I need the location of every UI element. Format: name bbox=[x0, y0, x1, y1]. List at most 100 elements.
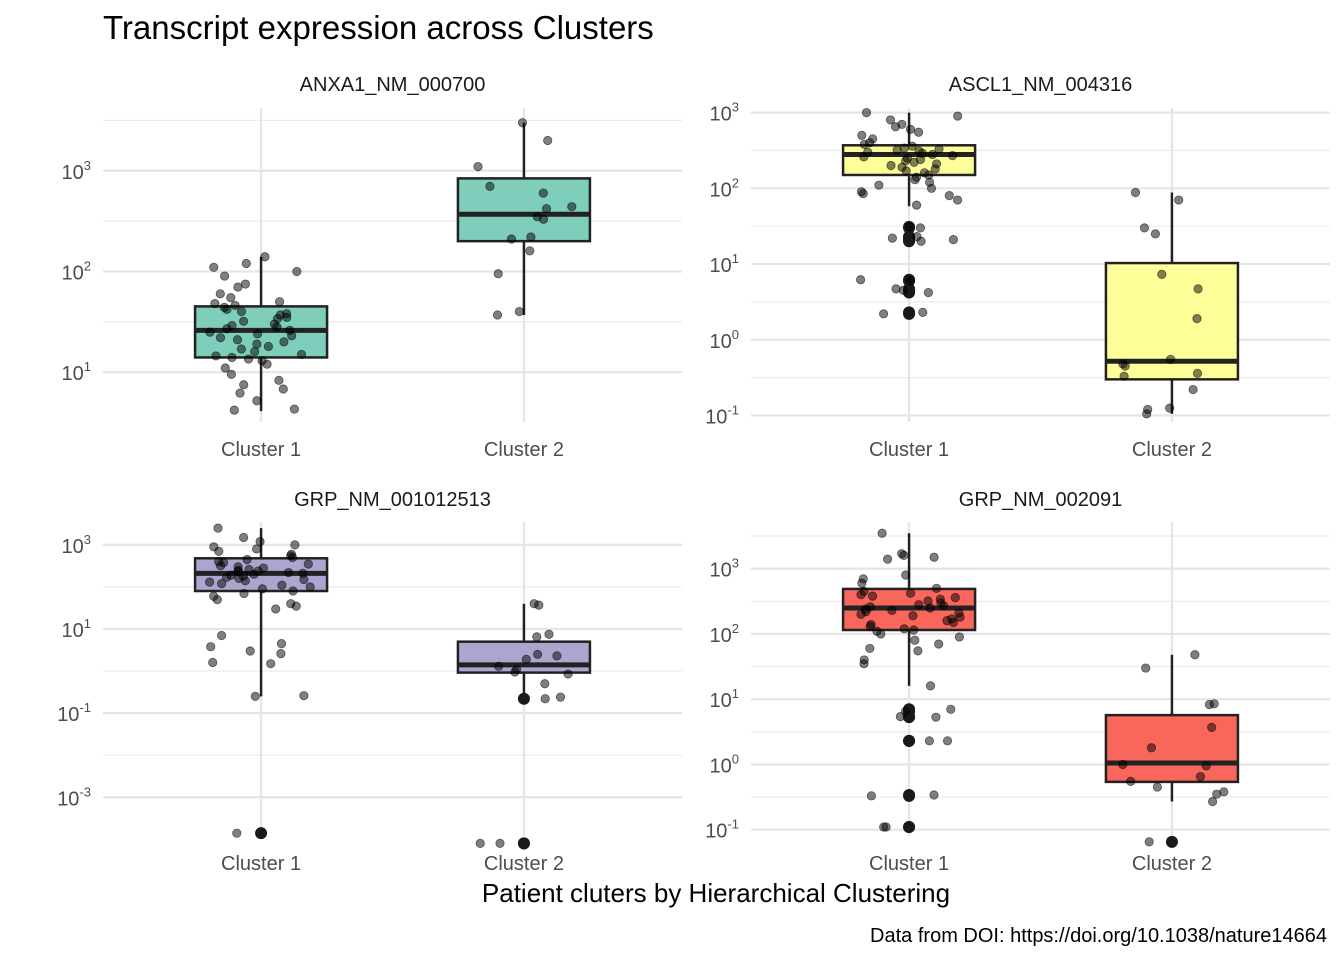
outlier-point bbox=[903, 306, 916, 319]
x-tick-label: Cluster 2 bbox=[484, 853, 564, 875]
jitter-point bbox=[292, 266, 302, 277]
jitter-point bbox=[538, 188, 548, 198]
jitter-point bbox=[285, 325, 295, 335]
jitter-point bbox=[857, 130, 867, 140]
jitter-point bbox=[242, 554, 252, 565]
jitter-point bbox=[1152, 782, 1163, 792]
outlier-point bbox=[1165, 835, 1178, 848]
jitter-point bbox=[950, 593, 960, 603]
jitter-point bbox=[934, 144, 944, 154]
x-tick-label: Cluster 2 bbox=[484, 439, 564, 461]
jitter-point bbox=[494, 661, 504, 671]
outlier-point bbox=[903, 820, 916, 833]
jitter-point bbox=[1119, 371, 1129, 381]
jitter-point bbox=[1201, 761, 1211, 771]
jitter-point bbox=[514, 306, 524, 317]
jitter-point bbox=[1118, 359, 1128, 369]
jitter-point bbox=[1126, 776, 1136, 786]
jitter-point bbox=[865, 602, 875, 612]
jitter-point bbox=[861, 107, 872, 118]
x-tick-label: Cluster 2 bbox=[1132, 853, 1212, 875]
outlier-point bbox=[903, 230, 916, 243]
jitter-point bbox=[226, 369, 236, 380]
facet-strip-title: GRP_NM_002091 bbox=[959, 489, 1122, 511]
jitter-point bbox=[266, 659, 276, 669]
jitter-point bbox=[236, 344, 246, 354]
jitter-point bbox=[214, 557, 224, 567]
y-tick-label: 103 bbox=[62, 532, 91, 558]
jitter-point bbox=[872, 626, 882, 636]
jitter-point bbox=[521, 654, 531, 664]
jitter-point bbox=[235, 388, 245, 398]
box-group bbox=[456, 118, 592, 320]
jitter-point bbox=[925, 681, 936, 691]
jitter-point bbox=[289, 404, 299, 414]
jitter-point bbox=[855, 275, 866, 285]
y-tick-label: 103 bbox=[62, 158, 91, 184]
jitter-point bbox=[1166, 354, 1176, 365]
jitter-point bbox=[899, 624, 909, 634]
box-group bbox=[456, 599, 592, 850]
jitter-point bbox=[220, 271, 230, 281]
jitter-point bbox=[944, 191, 954, 201]
jitter-point bbox=[942, 736, 953, 746]
x-tick-label: Cluster 1 bbox=[221, 439, 301, 461]
y-tick-label: 100 bbox=[710, 751, 739, 777]
jitter-point bbox=[954, 608, 964, 618]
jitter-point bbox=[1143, 404, 1153, 415]
jitter-point bbox=[279, 337, 289, 347]
jitter-point bbox=[954, 632, 965, 642]
jitter-point bbox=[907, 141, 917, 151]
facet-strip-title: ASCL1_NM_004316 bbox=[949, 74, 1132, 96]
box-iqr bbox=[1104, 713, 1240, 784]
jitter-point bbox=[532, 649, 543, 659]
jitter-point bbox=[931, 159, 942, 169]
jitter-point bbox=[911, 172, 922, 182]
jitter-point bbox=[863, 147, 873, 157]
jitter-point bbox=[913, 646, 923, 656]
jitter-point bbox=[296, 349, 307, 360]
jitter-point bbox=[473, 161, 483, 172]
outlier-point bbox=[517, 692, 530, 705]
jitter-point bbox=[1209, 699, 1219, 709]
outlier-point bbox=[903, 789, 916, 802]
jitter-point bbox=[305, 582, 315, 592]
y-tick-label: 102 bbox=[62, 258, 91, 284]
y-tick-label: 101 bbox=[62, 359, 91, 385]
jitter-point bbox=[532, 632, 542, 642]
jitter-point bbox=[1139, 223, 1150, 233]
jitter-point bbox=[552, 651, 562, 661]
jitter-point bbox=[908, 611, 918, 621]
jitter-point bbox=[901, 570, 911, 580]
jitter-point bbox=[263, 341, 273, 352]
jitter-point bbox=[253, 329, 263, 339]
jitter-point bbox=[905, 588, 916, 598]
jitter-point bbox=[517, 118, 528, 128]
facet-panel: 10-3 10-1 101 103 GRP_NM_001012513 Cluster 1 C… bbox=[57, 489, 682, 875]
jitter-point bbox=[868, 134, 878, 144]
y-tick-label: 102 bbox=[710, 175, 739, 201]
jitter-point bbox=[1188, 384, 1198, 395]
jitter-point bbox=[277, 580, 287, 590]
jitter-point bbox=[250, 347, 260, 357]
chart-caption: Data from DOI: https://doi.org/10.1038/n… bbox=[870, 925, 1327, 947]
jitter-point bbox=[299, 691, 309, 701]
jitter-point bbox=[209, 542, 219, 552]
jitter-point bbox=[899, 143, 910, 153]
jitter-point bbox=[252, 544, 262, 554]
facet-panel: 101 102 103 ANXA1_NM_000700 Cluster 1 Cluster… bbox=[62, 74, 682, 461]
jitter-point bbox=[485, 181, 495, 191]
jitter-point bbox=[934, 639, 944, 649]
jitter-point bbox=[905, 124, 916, 134]
box-group bbox=[193, 252, 329, 415]
jitter-point bbox=[913, 127, 924, 137]
jitter-point bbox=[226, 293, 236, 303]
jitter-point bbox=[923, 287, 934, 298]
jitter-point bbox=[914, 600, 924, 610]
facet-panel: 10-1 100 101 102 103 ASCL1_NM_004316 Cluster 1… bbox=[705, 74, 1330, 461]
jitter-point bbox=[904, 222, 915, 232]
jitter-point bbox=[909, 625, 919, 635]
jitter-point bbox=[878, 309, 889, 319]
